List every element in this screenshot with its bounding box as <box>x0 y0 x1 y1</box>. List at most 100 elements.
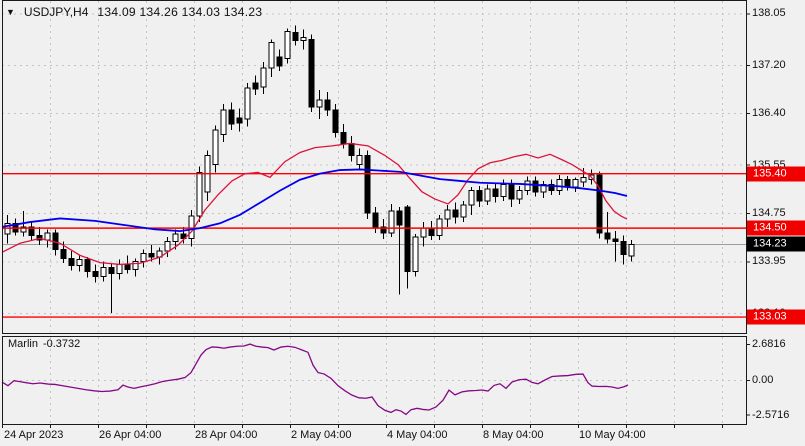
candle-bear <box>124 263 131 270</box>
candle-bull <box>572 179 579 188</box>
candle-bear <box>324 99 331 111</box>
candle-bear <box>404 206 411 273</box>
candle-bull <box>76 259 83 267</box>
time-axis-label: 8 May 04:00 <box>483 429 544 441</box>
candle-bear <box>532 180 539 193</box>
indicator-line <box>1 343 629 416</box>
candle-bull <box>172 233 179 242</box>
candle-bull <box>260 67 267 88</box>
candle-bear <box>84 259 91 273</box>
candle-bear <box>620 240 627 256</box>
candle-bear <box>28 226 35 236</box>
candle-bear <box>92 271 99 278</box>
candle-bull <box>212 129 219 166</box>
candle-bear <box>276 56 283 67</box>
candle-bear <box>564 179 571 188</box>
candle-bull <box>300 37 307 42</box>
indicator-name: Marlin <box>8 338 38 350</box>
candle-bull <box>516 190 523 200</box>
candle-bear <box>236 117 243 124</box>
candle-bull <box>132 260 139 270</box>
candle-bear <box>492 188 499 198</box>
candle-bull <box>188 215 195 239</box>
candle-bear <box>340 132 347 144</box>
candle-bear <box>372 212 379 228</box>
candle-bear <box>604 232 611 240</box>
candle-bull <box>164 240 171 252</box>
candle-bull <box>460 204 467 218</box>
candle-bull <box>628 243 635 257</box>
chart-title: ▼ USDJPY,H4 134.09 134.26 134.03 134.23 <box>6 5 262 19</box>
candle-bear <box>596 174 603 234</box>
indicator-title: Marlin -0.3732 <box>8 338 80 350</box>
candle-bear <box>108 266 115 275</box>
level-price-badge: 133.03 <box>747 309 805 325</box>
candle-bull <box>444 209 451 220</box>
ma-red-line <box>1 142 628 266</box>
indicator-axis-label: -2.5716 <box>752 408 790 421</box>
time-axis-label: 24 Apr 2023 <box>4 429 64 441</box>
candle-bear <box>612 238 619 242</box>
candle-bull <box>20 226 27 233</box>
candle-bear <box>348 142 355 157</box>
candle-bear <box>476 190 483 202</box>
current-price-badge: 134.23 <box>747 236 805 252</box>
candle-bull <box>436 218 443 236</box>
candle-bull <box>524 180 531 192</box>
candle-bull <box>284 31 291 60</box>
candle-bear <box>148 253 155 258</box>
main-panel-frame <box>2 0 747 334</box>
candle-bull <box>140 253 147 262</box>
ma-blue-line <box>1 168 628 233</box>
level-price-badge: 135.40 <box>747 166 805 182</box>
candle-bear <box>252 82 259 90</box>
price-axis-label: 134.75 <box>752 207 786 219</box>
candle-bear <box>396 210 403 226</box>
time-axis-label: 4 May 04:00 <box>387 429 448 441</box>
price-axis-label: 138.05 <box>752 7 786 20</box>
candle-bear <box>452 209 459 218</box>
indicator-value: -0.3732 <box>42 338 81 350</box>
time-axis-label: 2 May 04:00 <box>291 429 352 441</box>
candle-bull <box>500 184 507 198</box>
time-axis-label: 26 Apr 04:00 <box>99 429 162 441</box>
candle-bull <box>388 210 395 234</box>
candle-bull <box>356 155 363 166</box>
candle-bear <box>292 32 299 42</box>
candle-bull <box>468 190 475 206</box>
candle-bull <box>556 179 563 192</box>
candle-bear <box>508 184 515 200</box>
candle-bear <box>364 155 371 214</box>
candle-bear <box>428 227 435 236</box>
candle-bull <box>196 171 203 217</box>
price-axis-label: 136.40 <box>752 107 786 120</box>
level-price-badge: 134.50 <box>747 220 805 236</box>
candle-bear <box>60 248 67 259</box>
ohlc-quote-values: 134.09 134.26 134.03 134.23 <box>97 5 263 19</box>
candle-bull <box>412 236 419 273</box>
candle-bear <box>380 226 387 234</box>
candle-bull <box>116 263 123 274</box>
candle-bull <box>484 188 491 202</box>
indicator-axis-label: 2.6816 <box>752 337 786 350</box>
time-axis-label: 28 Apr 04:00 <box>195 429 258 441</box>
time-axis-label: 10 May 04:00 <box>579 429 646 441</box>
candle-bull <box>316 99 323 108</box>
price-axis-label: 133.95 <box>752 255 786 268</box>
indicator-axis-label: 0.00 <box>752 374 774 386</box>
price-axis-label: 137.20 <box>752 58 786 71</box>
candle-bull <box>220 109 227 135</box>
candle-bear <box>332 109 339 134</box>
candle-bull <box>244 87 251 120</box>
symbol-timeframe-label: USDJPY,H4 <box>23 5 89 19</box>
candle-bull <box>420 227 427 238</box>
candle-bull <box>268 41 275 69</box>
candle-bull <box>580 176 587 183</box>
candle-bear <box>228 109 235 125</box>
candle-bull <box>100 266 107 278</box>
dropdown-triangle-icon: ▼ <box>6 7 15 17</box>
candle-bear <box>68 257 75 267</box>
candle-bear <box>308 38 315 108</box>
